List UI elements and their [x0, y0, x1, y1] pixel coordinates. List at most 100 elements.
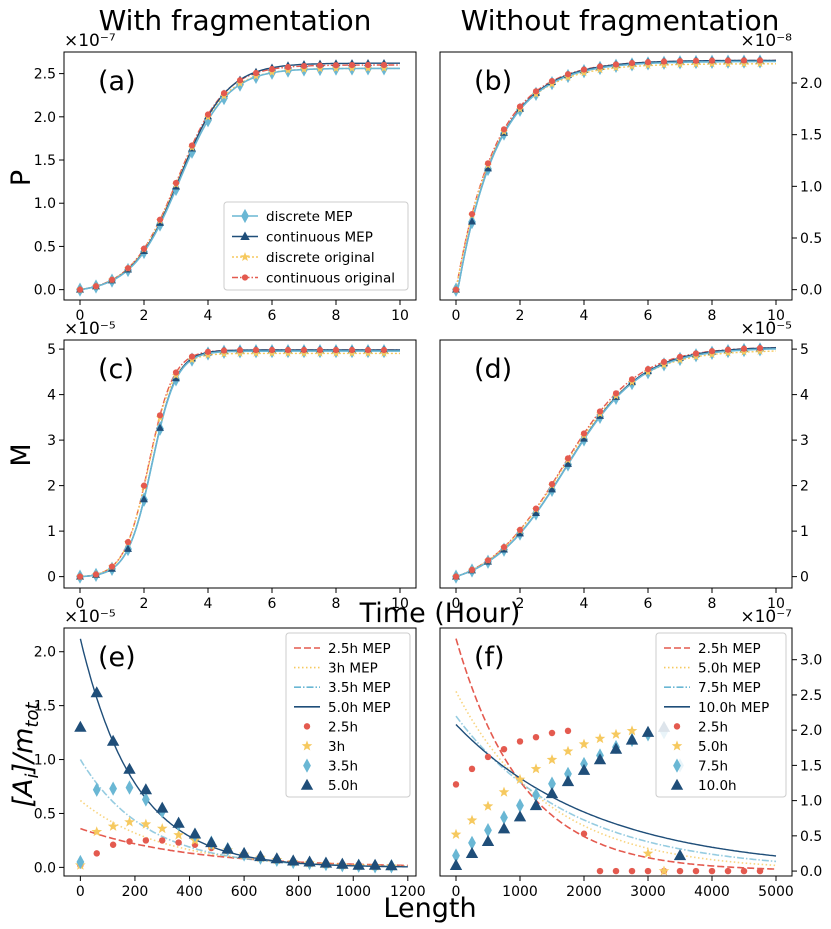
legend-marker [673, 723, 681, 730]
y-tick-label: 1.5 [34, 153, 56, 169]
point-5.0h [466, 814, 478, 825]
scale-label: ×10⁻⁵ [64, 319, 116, 339]
legend-label: 2.5h [698, 719, 728, 735]
point-2.5h [612, 867, 620, 875]
point-10.0h [497, 822, 511, 834]
point-continuous-original [252, 69, 260, 77]
x-tick-label: 5000 [758, 884, 794, 900]
legend-marker [241, 208, 249, 224]
point-continuous-original [188, 142, 196, 149]
point-continuous-original [284, 346, 292, 354]
point-5.0h [188, 827, 202, 839]
y-tick-label: 0.5 [800, 829, 822, 845]
dist-ylabel: [Ai]/mtot [8, 702, 43, 808]
point-continuous-original [564, 455, 572, 462]
x-tick-label: 10 [391, 596, 409, 612]
x-tick-label: 4 [580, 308, 589, 324]
point-3.5h [125, 780, 134, 795]
x-tick-label: 0 [76, 884, 85, 900]
point-5.0h [287, 854, 300, 866]
point-3.5h [92, 782, 101, 797]
point-10.0h [609, 742, 623, 754]
col-title-left: With fragmentation [99, 4, 372, 37]
legend: discrete MEP continuous MEP discrete origi… [223, 201, 409, 291]
y-tick-label: 2.0 [800, 723, 822, 739]
point-continuous-mep [172, 374, 180, 382]
point-continuous-original [532, 505, 540, 512]
x-tick-label: 3000 [630, 884, 666, 900]
legend-label: 2.5h MEP [328, 641, 391, 657]
x-tick-label: 0 [452, 884, 461, 900]
point-5.0h [368, 858, 382, 870]
y-tick-label: 2.5 [800, 688, 822, 704]
point-continuous-original [468, 566, 476, 573]
x-tick-label: 0 [76, 596, 85, 612]
x-tick-label: 4 [204, 308, 213, 324]
x-tick-label: 8 [708, 308, 717, 324]
point-continuous-original [380, 346, 388, 354]
x-tick-label: 2 [516, 596, 525, 612]
x-tick-label: 2 [516, 308, 525, 324]
point-2.5h [676, 867, 684, 875]
mep-curve-10.0h [455, 724, 777, 857]
scale-label: ×10⁻⁸ [740, 31, 792, 51]
point-continuous-original [364, 61, 372, 69]
point-continuous-original [548, 481, 556, 488]
y-tick-label: 2.0 [34, 110, 56, 126]
point-5.0h [482, 800, 494, 811]
point-7.5h [548, 776, 556, 791]
point-2.5h [142, 837, 150, 844]
point-continuous-original [108, 563, 116, 570]
legend-marker [673, 758, 681, 773]
x-tick-label: 1000 [502, 884, 538, 900]
point-continuous-original [580, 430, 588, 437]
point-continuous-original [140, 245, 148, 252]
series-discrete-original [455, 63, 776, 290]
point-10.0h [529, 799, 543, 811]
y-tick-label: 3 [47, 433, 56, 449]
y-tick-label: 0.0 [800, 283, 822, 299]
point-continuous-original [268, 66, 276, 73]
legend-label: discrete original [266, 250, 375, 266]
x-tick-label: 2 [140, 308, 149, 324]
legend-label: 5.0h [328, 778, 358, 794]
point-2.5h [126, 838, 133, 845]
point-continuous-original [644, 59, 652, 66]
point-continuous-original [724, 346, 732, 353]
x-tick-label: 10 [391, 308, 409, 324]
point-continuous-original [332, 62, 340, 69]
panel-label: (c) [98, 354, 134, 385]
point-continuous-original [124, 265, 132, 272]
point-7.5h [468, 835, 476, 851]
point-10.0h [561, 775, 575, 787]
point-5.0h [498, 786, 510, 797]
x-tick-label: 200 [122, 884, 149, 900]
y-tick-label: 2.5 [34, 67, 56, 83]
plot-frame [63, 51, 417, 301]
point-5.0h [514, 773, 526, 784]
y-tick-label: 0.5 [34, 806, 56, 822]
y-tick-label: 2.0 [34, 645, 56, 661]
point-3h [107, 820, 119, 831]
x-tick-label: 10 [767, 596, 785, 612]
point-2.5h [644, 867, 652, 875]
plot-frame [439, 51, 793, 301]
point-2.5h [159, 837, 166, 844]
legend-label: 2.5h MEP [698, 641, 761, 657]
point-continuous-mep [468, 217, 476, 225]
point-continuous-original [628, 59, 636, 67]
legend-marker [301, 740, 313, 751]
point-continuous-original [300, 346, 308, 354]
x-tick-label: 4 [580, 596, 589, 612]
point-continuous-original [220, 90, 228, 97]
point-2.5h [93, 850, 100, 857]
point-10.0h [593, 753, 607, 765]
legend: 2.5h MEP 5.0h MEP 7.5h MEP 10.0h MEP 2.5h 5.0… [655, 632, 787, 798]
scale-label: ×10⁻⁵ [64, 607, 116, 627]
point-3.5h [76, 854, 85, 870]
x-tick-label: 8 [708, 596, 717, 612]
point-2.5h [564, 727, 572, 735]
point-continuous-original [644, 366, 652, 373]
point-5.0h [106, 734, 120, 746]
point-10.0h [577, 763, 591, 775]
